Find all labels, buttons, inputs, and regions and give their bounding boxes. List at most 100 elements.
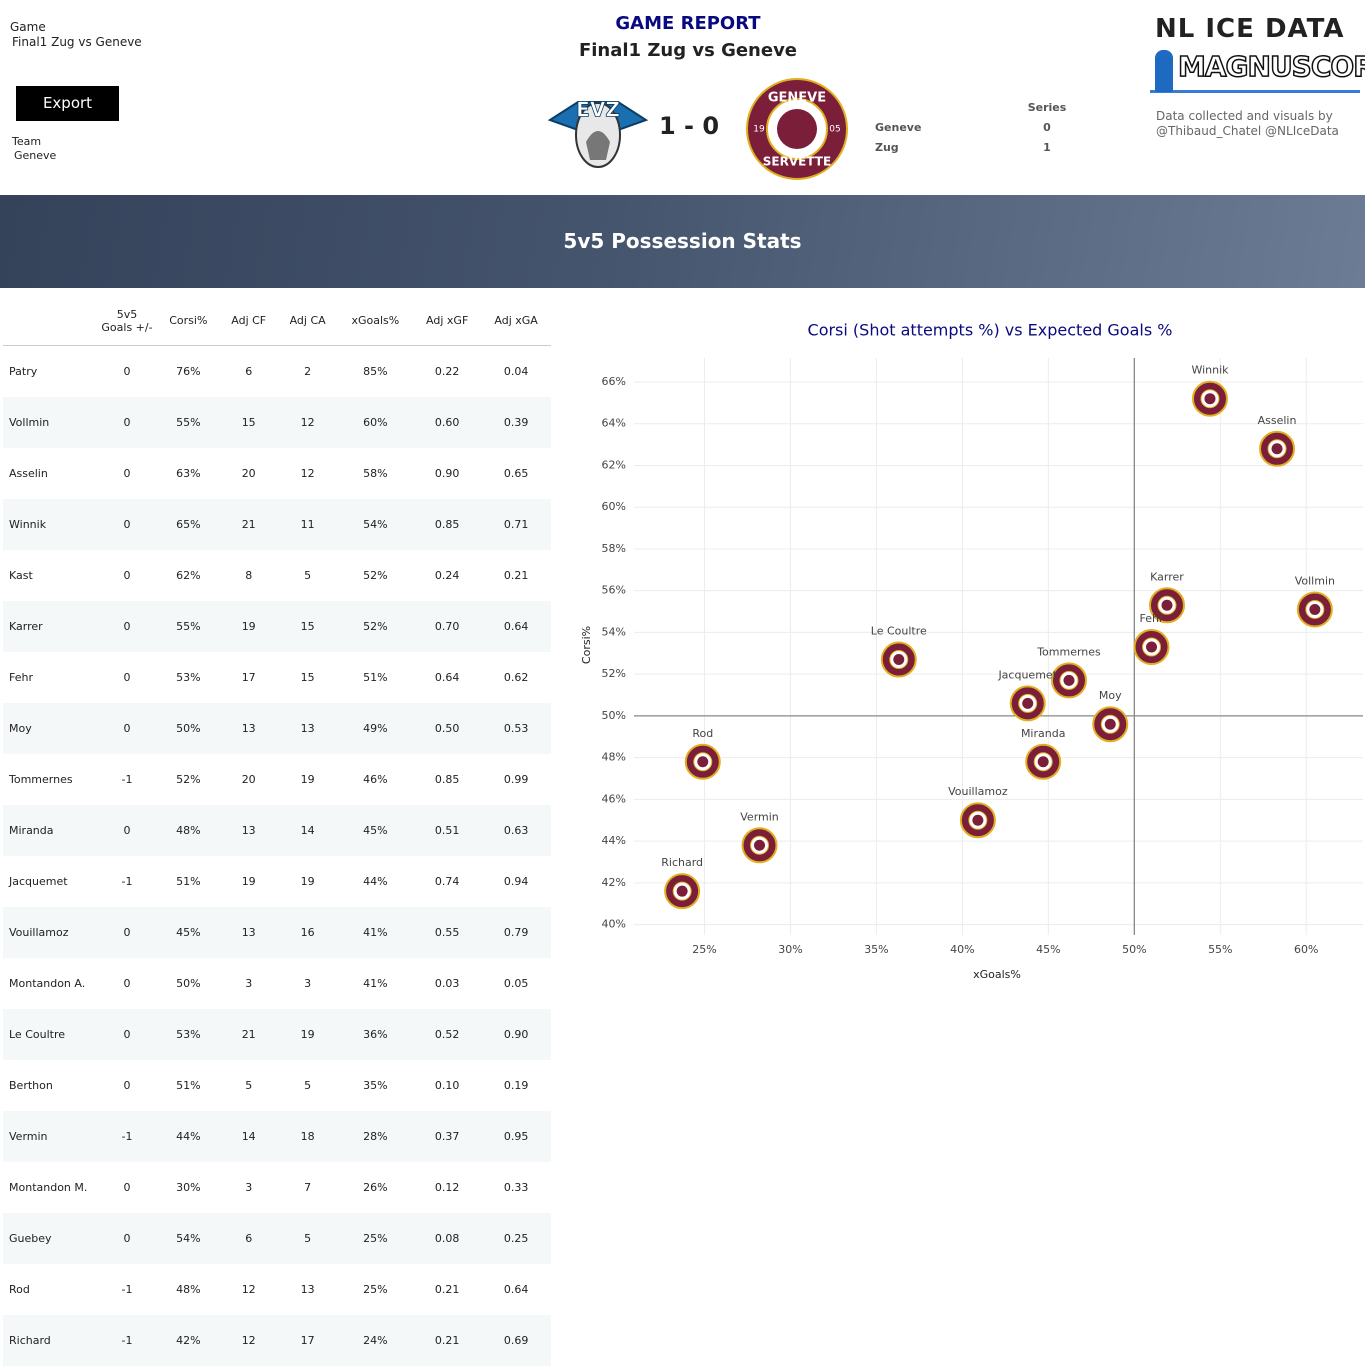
table-cell: 2 xyxy=(304,365,312,378)
table-cell: 26% xyxy=(363,1181,388,1194)
table-row: Kast 0 62% 8 5 52% 0.24 0.21 xyxy=(3,550,551,601)
table-cell: 0.79 xyxy=(481,907,551,958)
score: 1 - 0 xyxy=(658,112,720,140)
table-cell: 5 xyxy=(304,569,312,582)
credit-line2: @Thibaud_Chatel @NLIceData xyxy=(1156,124,1339,138)
away-logo-left: 19 xyxy=(753,125,765,135)
point-label: Winnik xyxy=(1191,364,1229,377)
table-cell: 48% xyxy=(176,1283,201,1296)
table-cell: 0.37 xyxy=(413,1111,482,1162)
table-cell: 0 xyxy=(123,467,131,480)
table-cell: 25% xyxy=(363,1283,388,1296)
point-logo-core xyxy=(1037,756,1049,768)
table-cell: 0 xyxy=(97,601,157,652)
table-cell: 21 xyxy=(219,499,278,550)
table-cell: 0.21 xyxy=(413,1315,482,1366)
table-cell: 0.25 xyxy=(481,1213,551,1264)
point-logo-core xyxy=(1022,697,1034,709)
x-tick-label: 55% xyxy=(1208,943,1232,956)
table-cell: 15 xyxy=(277,601,338,652)
chart: Corsi (Shot attempts %) vs Expected Goal… xyxy=(580,321,1363,981)
player-name: Patry xyxy=(9,365,38,378)
player-name: Le Coultre xyxy=(3,1009,97,1060)
table-cell: 0.10 xyxy=(434,1079,460,1092)
player-name: Winnik xyxy=(3,499,97,550)
point-label: Vouillamoz xyxy=(948,785,1008,798)
x-axis-label: xGoals% xyxy=(973,968,1021,981)
table-cell: 58% xyxy=(363,467,388,480)
point-label: Miranda xyxy=(1021,727,1066,740)
y-tick-label: 50% xyxy=(602,709,626,722)
table-cell: 30% xyxy=(176,1181,201,1194)
column-header: Corsi% xyxy=(157,296,220,346)
table-cell: 52% xyxy=(337,601,414,652)
table-cell: 76% xyxy=(176,365,201,378)
table-cell: 18 xyxy=(277,1111,338,1162)
point-label: Fehr xyxy=(1140,612,1164,625)
table-row: Winnik 0 65% 21 11 54% 0.85 0.71 xyxy=(3,499,551,550)
table-cell: 3 xyxy=(245,977,253,990)
game-label: Game xyxy=(10,20,46,34)
table-cell: 0.51 xyxy=(413,805,482,856)
table-cell: 5 xyxy=(304,1079,312,1092)
y-tick-label: 66% xyxy=(602,375,626,388)
table-cell: -1 xyxy=(121,773,133,786)
table-cell: 0 xyxy=(123,365,131,378)
table-cell: 0.70 xyxy=(413,601,482,652)
table-row: Vouillamoz 0 45% 13 16 41% 0.55 0.79 xyxy=(3,907,551,958)
table-cell: 63% xyxy=(176,467,201,480)
table-cell: 45% xyxy=(337,805,414,856)
table-cell: 65% xyxy=(157,499,220,550)
brand-icon xyxy=(1155,50,1173,92)
table-cell: 53% xyxy=(176,671,201,684)
table-cell: 52% xyxy=(176,773,201,786)
y-tick-label: 56% xyxy=(602,584,626,597)
table-cell: 0.62 xyxy=(503,671,529,684)
table-cell: 0.12 xyxy=(434,1181,460,1194)
table-cell: 12 xyxy=(277,397,338,448)
series-team: Geneve xyxy=(875,121,922,134)
table-cell: 0.95 xyxy=(481,1111,551,1162)
point-logo-core xyxy=(754,839,766,851)
table-cell: 44% xyxy=(157,1111,220,1162)
player-name: Karrer xyxy=(3,601,97,652)
player-name: Fehr xyxy=(9,671,33,684)
table-cell: 17 xyxy=(277,1315,338,1366)
table-row: Montandon M. 0 30% 3 7 26% 0.12 0.33 xyxy=(3,1162,551,1213)
point-logo-core xyxy=(1204,393,1216,405)
y-tick-label: 48% xyxy=(602,751,626,764)
table-row: Patry 0 76% 6 2 85% 0.22 0.04 xyxy=(3,346,551,398)
table-cell: 14 xyxy=(277,805,338,856)
table-cell: 45% xyxy=(157,907,220,958)
table-row: Jacquemet -1 51% 19 19 44% 0.74 0.94 xyxy=(3,856,551,907)
table-cell: 0.64 xyxy=(481,601,551,652)
y-tick-label: 46% xyxy=(602,792,626,805)
report-title: GAME REPORT xyxy=(615,13,761,34)
table-cell: 0.99 xyxy=(503,773,529,786)
table-cell: 48% xyxy=(157,805,220,856)
table-cell: 51% xyxy=(363,671,388,684)
brand-box xyxy=(1150,50,1360,93)
point-label: Asselin xyxy=(1258,414,1297,427)
team-value: Geneve xyxy=(14,149,57,162)
table-row: Moy 0 50% 13 13 49% 0.50 0.53 xyxy=(3,703,551,754)
table-cell: 0.39 xyxy=(481,397,551,448)
table-cell: 0.03 xyxy=(434,977,460,990)
export-button[interactable]: Export xyxy=(16,86,119,121)
table-row: Montandon A. 0 50% 3 3 41% 0.03 0.05 xyxy=(3,958,551,1009)
point-label: Vollmin xyxy=(1295,574,1335,587)
table-cell: 41% xyxy=(363,977,388,990)
y-tick-label: 52% xyxy=(602,667,626,680)
table-cell: 0.04 xyxy=(503,365,529,378)
player-name: Berthon xyxy=(9,1079,53,1092)
table-cell: 51% xyxy=(176,1079,201,1092)
series-team: Zug xyxy=(875,141,899,154)
y-tick-label: 42% xyxy=(602,876,626,889)
table-cell: 0.53 xyxy=(481,703,551,754)
column-header: Adj CF xyxy=(219,296,278,346)
table-cell: 0.65 xyxy=(503,467,529,480)
table-cell: -1 xyxy=(121,1283,133,1296)
table-cell: 19 xyxy=(300,875,315,888)
table-cell: 46% xyxy=(363,773,388,786)
